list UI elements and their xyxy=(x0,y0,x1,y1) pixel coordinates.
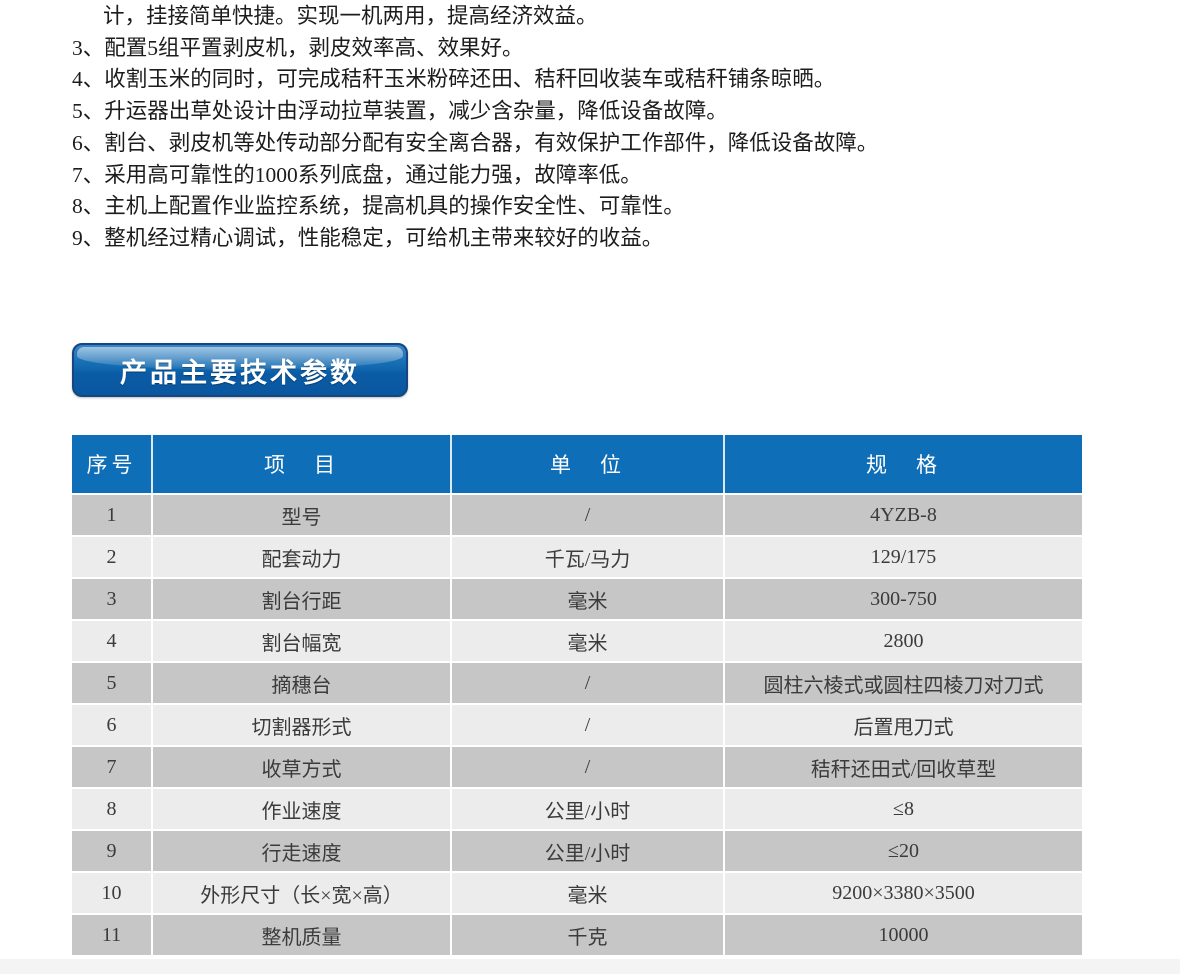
cell-unit: 千瓦/马力 xyxy=(452,537,725,577)
cell-index: 7 xyxy=(72,747,153,787)
cell-item: 割台幅宽 xyxy=(153,621,452,661)
cell-unit: 毫米 xyxy=(452,579,725,619)
cell-item: 作业速度 xyxy=(153,789,452,829)
cell-index: 3 xyxy=(72,579,153,619)
header-cell-item: 项 目 xyxy=(153,435,452,493)
cell-spec: 后置甩刀式 xyxy=(853,716,954,739)
table-row: 8 作业速度 公里/小时 ≤8 xyxy=(72,789,1082,829)
cell-item: 整机质量 xyxy=(153,915,452,955)
table-header-row: 序号 项 目 单 位 规 格 xyxy=(72,435,1082,493)
cell-spec: 300-750 xyxy=(870,587,937,610)
cell-index: 8 xyxy=(72,789,153,829)
cell-unit: 公里/小时 xyxy=(452,831,725,871)
section-banner: 产品主要技术参数 xyxy=(72,343,408,397)
cell-spec: ≤20 xyxy=(888,839,919,862)
cell-item: 割台行距 xyxy=(153,579,452,619)
cell-index: 5 xyxy=(72,663,153,703)
cell-spec: ≤8 xyxy=(893,797,914,820)
cell-spec: 9200×3380×3500 xyxy=(832,881,975,904)
cell-index: 11 xyxy=(72,915,153,955)
feature-line: 计，挂接简单快捷。实现一机两用，提高经济效益。 xyxy=(103,4,598,28)
spec-table: 序号 项 目 单 位 规 格 1 型号 / 4YZB-8 2 配套动力 千瓦/马… xyxy=(72,435,1082,955)
cell-index: 9 xyxy=(72,831,153,871)
table-row: 9 行走速度 公里/小时 ≤20 xyxy=(72,831,1082,871)
table-row: 6 切割器形式 / 后置甩刀式 xyxy=(72,705,1082,745)
feature-line: 8、主机上配置作业监控系统，提高机具的操作安全性、可靠性。 xyxy=(72,194,685,219)
cell-item: 配套动力 xyxy=(153,537,452,577)
table-row: 1 型号 / 4YZB-8 xyxy=(72,495,1082,535)
header-cell-unit: 单 位 xyxy=(452,435,725,493)
header-cell-spec: 规 格 xyxy=(866,453,941,477)
table-row: 10 外形尺寸（长×宽×高） 毫米 9200×3380×3500 xyxy=(72,873,1082,913)
table-row: 5 摘穗台 / 圆柱六棱式或圆柱四棱刀对刀式 xyxy=(72,663,1082,703)
section-banner-label: 产品主要技术参数 xyxy=(120,357,360,388)
feature-list: 计，挂接简单快捷。实现一机两用，提高经济效益。 3、配置5组平置剥皮机，剥皮效率… xyxy=(72,1,1122,255)
cell-spec: 129/175 xyxy=(870,545,937,568)
cell-item: 摘穗台 xyxy=(153,663,452,703)
feature-line: 9、整机经过精心调试，性能稳定，可给机主带来较好的收益。 xyxy=(72,225,664,250)
cell-spec: 2800 xyxy=(883,629,924,652)
cell-index: 4 xyxy=(72,621,153,661)
header-cell-index: 序号 xyxy=(72,435,153,493)
cell-index: 1 xyxy=(72,495,153,535)
table-row: 3 割台行距 毫米 300-750 xyxy=(72,579,1082,619)
cell-spec: 10000 xyxy=(878,923,929,946)
cell-spec: 4YZB-8 xyxy=(870,503,937,526)
cell-unit: 毫米 xyxy=(452,621,725,661)
cell-item: 收草方式 xyxy=(153,747,452,787)
cell-item: 型号 xyxy=(153,495,452,535)
cell-spec: 秸秆还田式/回收草型 xyxy=(810,758,997,781)
cell-unit: / xyxy=(452,705,725,745)
feature-line: 7、采用高可靠性的1000系列底盘，通过能力强，故障率低。 xyxy=(72,162,642,187)
feature-line: 5、升运器出草处设计由浮动拉草装置，减少含杂量，降低设备故障。 xyxy=(72,99,728,124)
feature-line: 4、收割玉米的同时，可完成秸秆玉米粉碎还田、秸秆回收装车或秸秆铺条晾晒。 xyxy=(72,67,836,92)
cell-item: 行走速度 xyxy=(153,831,452,871)
cell-index: 10 xyxy=(72,873,153,913)
cell-unit: / xyxy=(452,495,725,535)
cell-unit: 公里/小时 xyxy=(452,789,725,829)
feature-line: 6、割台、剥皮机等处传动部分配有安全离合器，有效保护工作部件，降低设备故障。 xyxy=(72,130,879,155)
cell-unit: 千克 xyxy=(452,915,725,955)
cell-spec: 圆柱六棱式或圆柱四棱刀对刀式 xyxy=(763,674,1044,697)
page-bottom-strip xyxy=(0,959,1180,974)
cell-item: 外形尺寸（长×宽×高） xyxy=(153,873,452,913)
table-row: 11 整机质量 千克 10000 xyxy=(72,915,1082,955)
cell-item: 切割器形式 xyxy=(153,705,452,745)
table-row: 7 收草方式 / 秸秆还田式/回收草型 xyxy=(72,747,1082,787)
cell-index: 6 xyxy=(72,705,153,745)
table-row: 4 割台幅宽 毫米 2800 xyxy=(72,621,1082,661)
table-row: 2 配套动力 千瓦/马力 129/175 xyxy=(72,537,1082,577)
feature-line: 3、配置5组平置剥皮机，剥皮效率高、效果好。 xyxy=(72,35,524,60)
cell-unit: / xyxy=(452,663,725,703)
cell-unit: / xyxy=(452,747,725,787)
cell-unit: 毫米 xyxy=(452,873,725,913)
cell-index: 2 xyxy=(72,537,153,577)
